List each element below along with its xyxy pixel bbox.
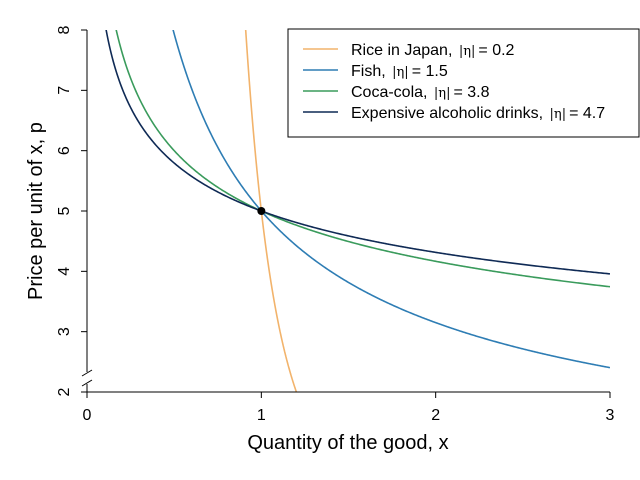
reference-point — [257, 207, 266, 215]
y-ticks: 2 3 4 5 6 7 8 — [56, 25, 87, 396]
x-tick-label: 1 — [257, 407, 266, 424]
legend-label: Fish, |η| = 1.5 — [351, 63, 448, 80]
y-axis-title: Price per unit of x, p — [25, 122, 47, 300]
y-tick-label: 5 — [56, 206, 73, 215]
y-tick-label: 3 — [56, 327, 73, 336]
legend-label: Rice in Japan, |η| = 0.2 — [351, 42, 515, 59]
x-axis-title: Quantity of the good, x — [247, 432, 448, 454]
legend: Rice in Japan, |η| = 0.2 Fish, |η| = 1.5 Coc… — [287, 28, 640, 138]
y-tick-label: 2 — [56, 387, 73, 396]
y-tick-label: 4 — [56, 267, 73, 276]
legend-items: Rice in Japan, |η| = 0.2 Fish, |η| = 1.5 Coc… — [303, 42, 605, 122]
x-ticks: 0 1 2 3 — [83, 392, 615, 424]
y-tick-label: 7 — [56, 86, 73, 95]
legend-label: Coca-cola, |η| = 3.8 — [351, 84, 490, 101]
series-line-2 — [115, 30, 610, 288]
series-line-3 — [105, 30, 610, 275]
x-tick-label: 3 — [606, 407, 615, 424]
plot-curves — [105, 30, 610, 392]
y-tick-label: 6 — [56, 146, 73, 155]
series-line-1 — [172, 30, 610, 369]
x-tick-label: 0 — [83, 407, 92, 424]
legend-label: Expensive alcoholic drinks, |η| = 4.7 — [351, 105, 605, 122]
series-line-0 — [244, 30, 298, 392]
y-tick-label: 8 — [56, 25, 73, 34]
legend-box — [287, 28, 640, 138]
y-axis-break — [81, 369, 93, 387]
x-tick-label: 2 — [431, 407, 440, 424]
